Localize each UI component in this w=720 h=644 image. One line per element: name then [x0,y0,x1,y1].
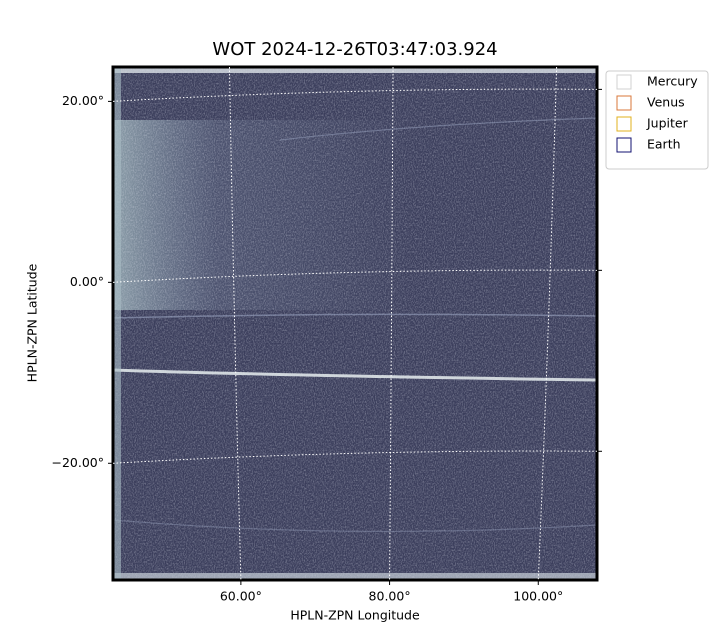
grid-line [112,450,598,464]
x-tick-label: 80.00° [369,589,411,604]
grid-line [112,269,598,283]
grid-line [389,66,394,581]
legend-swatch [616,74,632,90]
y-tick-label: 0.00° [70,274,104,289]
image [113,67,597,580]
legend-label: Jupiter [646,116,689,131]
legend-swatch [616,137,632,153]
plot-frame [111,65,599,582]
x-tick-label: 100.00° [513,589,563,604]
y-tick-label: 20.00° [62,93,104,108]
legend-label: Earth [647,137,681,152]
legend-label: Venus [647,95,685,110]
grid-line [537,66,558,581]
legend-swatch [616,116,632,132]
legend-swatch [616,95,632,111]
y-tick-label: −20.00° [51,455,104,470]
grid-line [228,66,242,581]
y-axis-label: HPLN-ZPN Latitude [25,263,40,382]
legend-label: Mercury [647,74,698,89]
chart-title: WOT 2024-12-26T03:47:03.924 [212,39,497,60]
grid-line [112,88,598,102]
x-tick-label: 60.00° [220,589,262,604]
x-axis-label: HPLN-ZPN Longitude [290,608,420,623]
